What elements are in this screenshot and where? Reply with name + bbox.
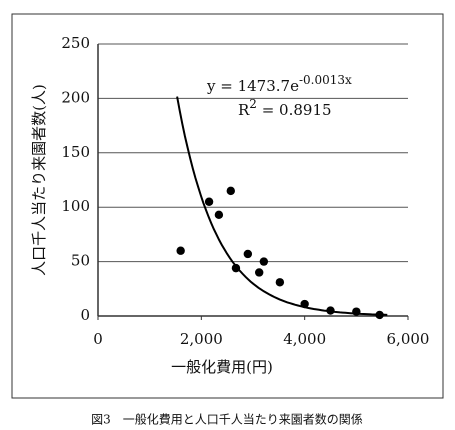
point: [352, 307, 361, 316]
equation-exponent: -0.0013x: [299, 73, 352, 87]
point: [176, 246, 185, 255]
point: [231, 263, 241, 273]
point: [326, 306, 335, 315]
x-tick-label: 6,000: [387, 330, 430, 348]
y-tick-label: 100: [61, 197, 90, 215]
point: [243, 249, 253, 259]
point: [204, 197, 214, 206]
point: [214, 210, 224, 220]
r-sup: 2: [249, 97, 257, 111]
x-tick-label: 0: [93, 330, 103, 348]
point: [275, 278, 285, 287]
point: [259, 257, 269, 266]
chart-frame: [11, 13, 444, 399]
equation-text: y = 1473.7e: [206, 77, 299, 95]
y-tick-label: 250: [61, 34, 90, 52]
point: [375, 310, 384, 320]
trend-equation: y = 1473.7e-0.0013x: [206, 73, 352, 96]
y-tick-label: 0: [80, 306, 90, 324]
y-tick-label: 150: [61, 143, 90, 161]
r-squared: R2 = 0.8915: [238, 97, 332, 120]
trendline: [176, 96, 388, 316]
y-tick-label: 50: [71, 252, 90, 270]
r-value: = 0.8915: [257, 101, 332, 119]
y-tick-label: 200: [61, 88, 90, 106]
x-axis-label: 一般化費用(円): [171, 358, 273, 376]
x-tick-label: 2,000: [180, 330, 223, 348]
point: [300, 299, 309, 309]
y-axis-label: 人口千人当たり来園者数(人): [30, 84, 48, 276]
x-tick-label: 4,000: [283, 330, 326, 348]
point: [226, 186, 235, 196]
caption: 図3 一般化費用と人口千人当たり来園者数の関係: [91, 412, 363, 427]
r-label: R: [238, 101, 250, 119]
point: [255, 268, 264, 277]
